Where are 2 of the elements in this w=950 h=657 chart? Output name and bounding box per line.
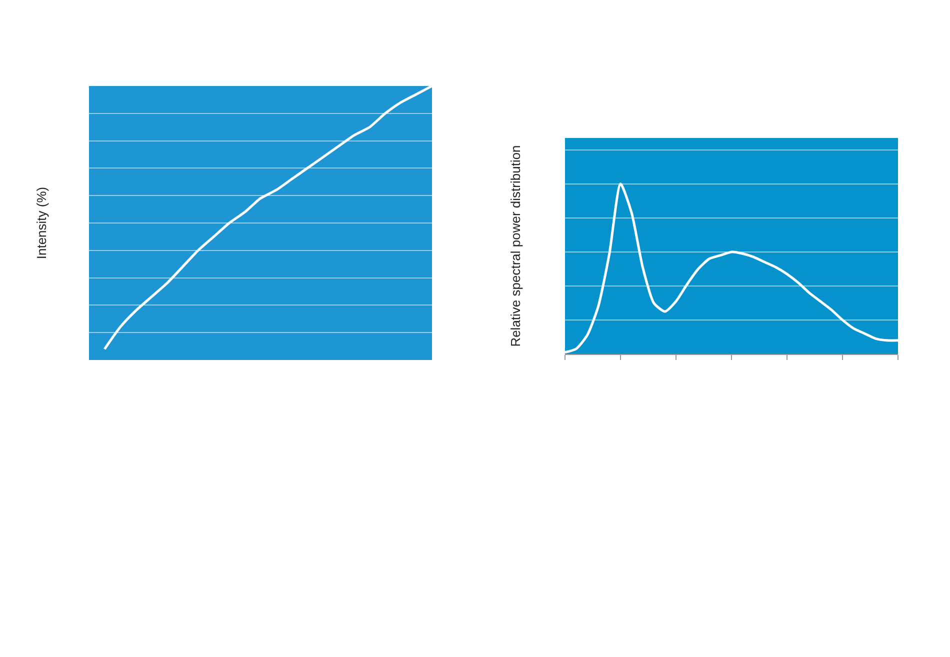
y-axis-title: Relative spectral power distribution bbox=[508, 145, 523, 347]
y-axis-title: Intensity (%) bbox=[34, 186, 49, 260]
